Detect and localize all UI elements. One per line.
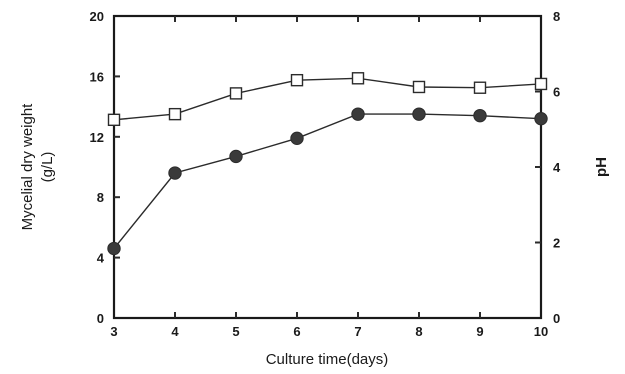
dry-weight-point bbox=[107, 241, 121, 256]
y-right-tick-label: 4 bbox=[553, 160, 561, 175]
ph-point bbox=[534, 77, 548, 91]
x-tick-label: 9 bbox=[476, 324, 483, 339]
ph-point bbox=[107, 113, 121, 127]
dry-weight-point bbox=[473, 108, 487, 123]
y-left-axis-title: Mycelial dry weight bbox=[19, 103, 36, 231]
y-left-tick-label: 0 bbox=[97, 311, 104, 326]
y-right-tick-label: 2 bbox=[553, 236, 560, 251]
dry-weight-series-line bbox=[113, 113, 542, 249]
series-layer bbox=[107, 72, 548, 256]
y-left-tick-label: 8 bbox=[97, 190, 104, 205]
dry-weight-point bbox=[412, 107, 426, 121]
dry-weight-point bbox=[534, 111, 548, 126]
x-tick-label: 4 bbox=[171, 324, 179, 339]
ph-point bbox=[351, 72, 365, 85]
y-left-tick-label: 16 bbox=[90, 69, 104, 84]
y-right-axis-title: pH bbox=[593, 157, 610, 177]
y-left-tick-label: 12 bbox=[90, 130, 104, 145]
x-tick-label: 6 bbox=[293, 324, 300, 339]
x-tick-label: 5 bbox=[232, 324, 239, 339]
x-tick-label: 10 bbox=[534, 324, 548, 339]
x-tick-label: 3 bbox=[110, 324, 117, 339]
x-tick-label: 7 bbox=[354, 324, 361, 339]
ph-series-line bbox=[113, 77, 542, 121]
y-left-tick-label: 20 bbox=[90, 9, 104, 24]
dry-weight-point bbox=[290, 131, 304, 146]
ph-point bbox=[168, 107, 182, 121]
dry-weight-point bbox=[351, 107, 365, 121]
dry-weight-point bbox=[229, 149, 243, 164]
tick-labels-layer: 3 4 5 6 7 8 9 10 0 4 8 12 16 20 0 2 4 6 8 bbox=[90, 9, 561, 339]
y-right-tick-label: 6 bbox=[553, 85, 560, 100]
plot-frame bbox=[112, 14, 543, 320]
y-right-tick-label: 0 bbox=[553, 311, 560, 326]
ticks-layer bbox=[114, 16, 541, 318]
ph-point bbox=[473, 81, 487, 94]
dry-weight-point bbox=[168, 166, 182, 180]
x-tick-label: 8 bbox=[415, 324, 422, 339]
ph-point bbox=[290, 73, 304, 87]
ph-point bbox=[412, 80, 426, 94]
y-left-tick-label: 4 bbox=[97, 251, 105, 266]
x-axis-title: Culture time(days) bbox=[266, 351, 389, 368]
ph-point bbox=[229, 87, 243, 100]
y-right-tick-label: 8 bbox=[553, 9, 560, 24]
y-left-axis-unit: (g/L) bbox=[39, 152, 56, 183]
